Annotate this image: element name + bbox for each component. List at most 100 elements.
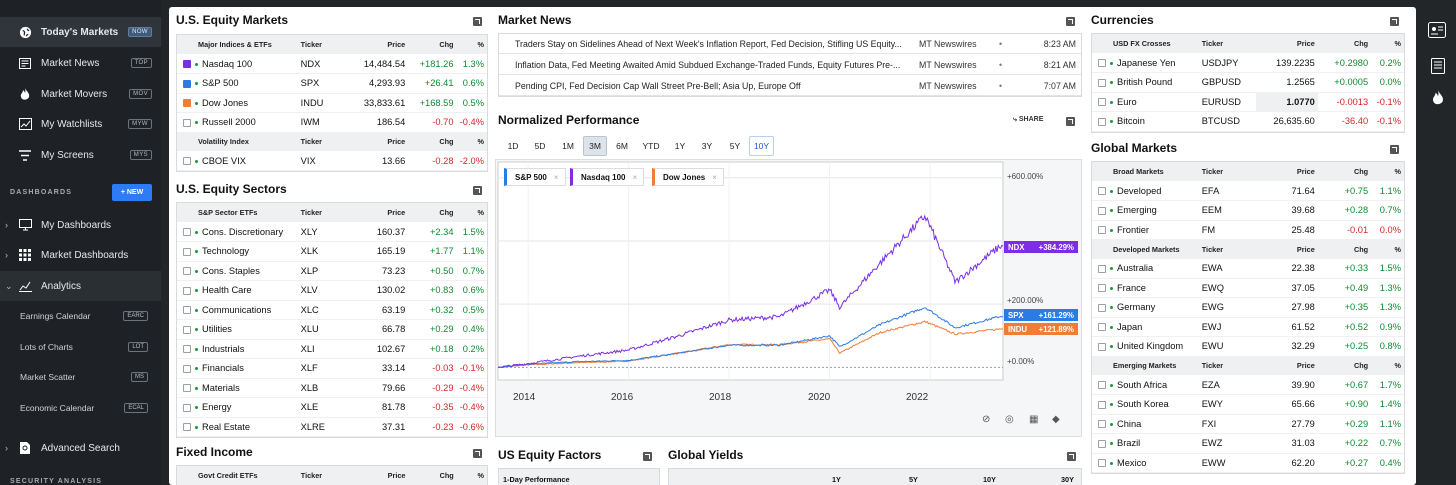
- column-header[interactable]: Ticker: [297, 132, 350, 151]
- column-header[interactable]: %: [1371, 239, 1404, 259]
- sidebar-item-analytics[interactable]: ⌄ Analytics: [0, 271, 161, 301]
- table-row[interactable]: South Korea EWY 65.66 +0.90 1.4%: [1092, 394, 1404, 415]
- timeframe-3y[interactable]: 3Y: [701, 141, 713, 151]
- sidebar-item-my-watchlists[interactable]: My Watchlists MYW: [0, 109, 161, 139]
- table-row[interactable]: Energy XLE 81.78 -0.35 -0.4%: [177, 397, 487, 418]
- series-checkbox[interactable]: [183, 247, 191, 256]
- id-card-icon[interactable]: [1428, 22, 1446, 41]
- sidebar-subitem-economic-calendar[interactable]: Economic Calendar ECAL: [0, 393, 161, 423]
- series-checkbox[interactable]: [183, 325, 191, 334]
- timeframe-ytd[interactable]: YTD: [642, 141, 660, 151]
- series-checkbox[interactable]: [183, 286, 191, 295]
- new-dashboard-button[interactable]: + NEW: [112, 184, 152, 201]
- legend-nasdaq100[interactable]: Nasdaq 100 ×: [570, 168, 645, 186]
- share-button[interactable]: ⤷ SHARE: [1013, 116, 1043, 124]
- column-header[interactable]: Price: [349, 203, 409, 222]
- news-headline[interactable]: Pending CPI, Fed Decision Cap Wall Stree…: [515, 80, 801, 91]
- column-header[interactable]: Chg: [408, 132, 457, 151]
- timeframe-6m[interactable]: 6M: [616, 141, 628, 151]
- table-row[interactable]: Brazil EWZ 31.03 +0.22 0.7%: [1092, 433, 1404, 454]
- column-header[interactable]: USD FX Crosses: [1092, 34, 1199, 53]
- column-header[interactable]: Chg: [1317, 162, 1372, 181]
- news-item[interactable]: Traders Stay on Sidelines Ahead of Next …: [499, 34, 1081, 54]
- news-headline[interactable]: Inflation Data, Fed Meeting Awaited Amid…: [515, 59, 901, 70]
- table-row[interactable]: United Kingdom EWU 32.29 +0.25 0.8%: [1092, 336, 1404, 357]
- close-icon[interactable]: ×: [712, 172, 717, 182]
- series-checkbox[interactable]: [183, 423, 191, 432]
- timeframe-1m[interactable]: 1M: [562, 141, 574, 151]
- column-header[interactable]: %: [456, 203, 487, 222]
- timeframe-3m[interactable]: 3M: [583, 136, 607, 156]
- sidebar-item-advanced-search[interactable]: › Advanced Search: [0, 433, 161, 463]
- column-header[interactable]: Price: [350, 466, 409, 485]
- series-checkbox[interactable]: [183, 157, 191, 166]
- series-checkbox[interactable]: [183, 403, 191, 412]
- close-icon[interactable]: ×: [553, 172, 559, 182]
- column-header[interactable]: 30Y: [1061, 475, 1074, 484]
- series-checkbox[interactable]: [1098, 284, 1106, 293]
- close-icon[interactable]: ×: [632, 172, 638, 182]
- table-row[interactable]: France EWQ 37.05 +0.49 1.3%: [1092, 278, 1404, 298]
- sidebar-subitem-market-scatter[interactable]: Market Scatter MS: [0, 362, 161, 392]
- table-row[interactable]: Technology XLK 165.19 +1.77 1.1%: [177, 241, 487, 262]
- table-row[interactable]: Japan EWJ 61.52 +0.52 0.9%: [1092, 317, 1404, 337]
- table-row[interactable]: Communications XLC 63.19 +0.32 0.5%: [177, 300, 487, 320]
- table-row[interactable]: Cons. Staples XLP 73.23 +0.50 0.7%: [177, 261, 487, 281]
- column-header[interactable]: Ticker: [1198, 356, 1257, 375]
- series-checkbox[interactable]: [1098, 459, 1106, 468]
- column-header[interactable]: Govt Credit ETFs: [177, 466, 298, 485]
- legend-sp500[interactable]: S&P 500 ×: [504, 168, 566, 186]
- timeframe-1y[interactable]: 1Y: [674, 141, 686, 151]
- legend-dowjones[interactable]: Dow Jones ×: [652, 168, 724, 186]
- timeframe-1d[interactable]: 1D: [507, 141, 519, 151]
- popout-icon[interactable]: [1390, 17, 1399, 26]
- series-checkbox[interactable]: [1098, 98, 1106, 107]
- series-checkbox[interactable]: [183, 364, 191, 373]
- table-row[interactable]: Industrials XLI 102.67 +0.18 0.2%: [177, 339, 487, 359]
- performance-chart[interactable]: S&P 500 × Nasdaq 100 × Dow Jones × +600.00%…: [495, 159, 1082, 437]
- sidebar-subitem-lots-of-charts[interactable]: Lots of Charts LOT: [0, 332, 161, 362]
- timeframe-5y[interactable]: 5Y: [729, 141, 741, 151]
- series-checkbox[interactable]: [1098, 439, 1106, 448]
- table-row[interactable]: CBOE VIX VIX 13.66 -0.28 -2.0%: [177, 151, 487, 171]
- table-row[interactable]: Cons. Discretionary XLY 160.37 +2.34 1.5…: [177, 222, 487, 242]
- column-header[interactable]: 5Y: [909, 475, 918, 484]
- table-row[interactable]: Euro EURUSD 1.0770 -0.0013 -0.1%: [1092, 92, 1404, 112]
- column-header[interactable]: Chg: [408, 466, 457, 485]
- column-header[interactable]: Chg: [1317, 239, 1372, 259]
- table-row[interactable]: Dow Jones INDU 33,833.61 +168.59 0.5%: [177, 93, 487, 113]
- section-header[interactable]: Developed Markets: [1092, 239, 1199, 259]
- series-checkbox[interactable]: [1098, 187, 1106, 196]
- column-header[interactable]: Chg: [1317, 34, 1372, 53]
- column-header[interactable]: Ticker: [1198, 34, 1257, 53]
- column-header[interactable]: Volatility Index: [177, 132, 298, 151]
- table-row[interactable]: Germany EWG 27.98 +0.35 1.3%: [1092, 297, 1404, 318]
- column-header[interactable]: Chg: [408, 35, 457, 54]
- table-row[interactable]: Emerging EEM 39.68 +0.28 0.7%: [1092, 200, 1404, 221]
- popout-icon[interactable]: [1067, 452, 1076, 461]
- notes-icon[interactable]: [1431, 58, 1445, 77]
- timeframe-5d[interactable]: 5D: [534, 141, 546, 151]
- series-checkbox[interactable]: [1098, 381, 1106, 390]
- table-row[interactable]: Bitcoin BTCUSD 26,635.60 -36.40 -0.1%: [1092, 111, 1404, 132]
- series-checkbox[interactable]: [183, 99, 191, 108]
- hide-icon[interactable]: ⊘: [982, 414, 991, 425]
- sidebar-item-todays-markets[interactable]: Today's Markets NOW: [0, 17, 161, 47]
- column-header[interactable]: Ticker: [297, 35, 350, 54]
- column-header[interactable]: Price: [1256, 162, 1318, 181]
- popout-icon[interactable]: [473, 17, 482, 26]
- column-header[interactable]: Price: [1256, 356, 1318, 375]
- table-row[interactable]: Financials XLF 33.14 -0.03 -0.1%: [177, 358, 487, 379]
- compare-icon[interactable]: ◎: [1005, 414, 1014, 425]
- table-row[interactable]: Japanese Yen USDJPY 139.2235 +0.2980 0.2…: [1092, 53, 1404, 73]
- series-checkbox[interactable]: [1098, 303, 1106, 312]
- series-checkbox[interactable]: [183, 267, 191, 276]
- column-header[interactable]: Ticker: [1198, 239, 1257, 259]
- section-header[interactable]: Broad Markets: [1092, 162, 1199, 181]
- table-icon[interactable]: ▦: [1029, 414, 1039, 425]
- series-checkbox[interactable]: [1098, 420, 1106, 429]
- table-row[interactable]: Russell 2000 IWM 186.54 -0.70 -0.4%: [177, 112, 487, 133]
- column-header[interactable]: S&P Sector ETFs: [177, 203, 298, 222]
- column-header[interactable]: 10Y: [983, 475, 996, 484]
- series-checkbox[interactable]: [183, 345, 191, 354]
